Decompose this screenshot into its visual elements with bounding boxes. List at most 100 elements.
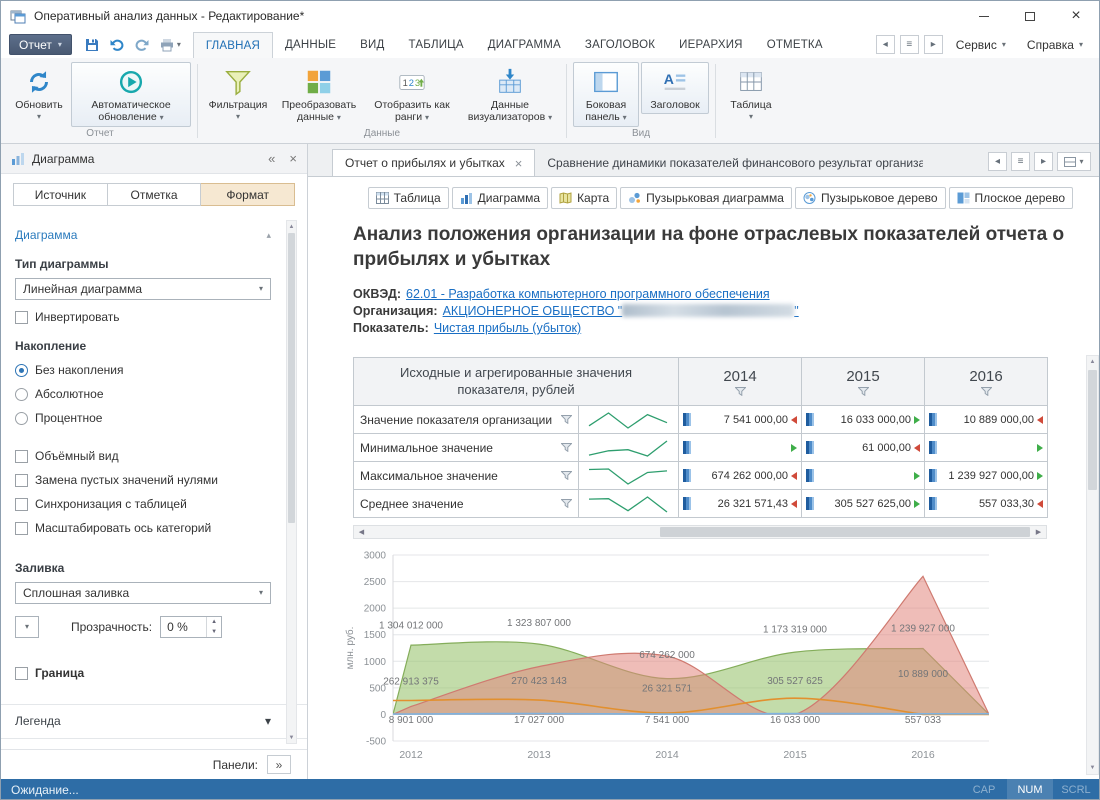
visualizer-chart-button[interactable]: Диаграмма — [451, 187, 549, 209]
scroll-doc-tabs-left-button[interactable]: ◂ — [988, 152, 1007, 171]
content-vertical-scrollbar[interactable]: ▲ ▼ — [1086, 355, 1099, 775]
close-button[interactable]: × — [1053, 1, 1099, 31]
ribbon-tab-dannye[interactable]: ДАННЫЕ — [285, 38, 337, 51]
report-menu-button[interactable]: Отчет ▾ — [9, 34, 72, 55]
section-chart[interactable]: Диаграмма ▴ — [15, 228, 271, 242]
save-icon[interactable] — [84, 37, 100, 53]
minimize-button[interactable] — [961, 1, 1007, 31]
replace-empty-checkbox[interactable]: Замена пустых значений нулями — [15, 473, 271, 487]
refresh-button[interactable]: Обновить ▾ — [9, 62, 69, 124]
filter-icon[interactable] — [857, 386, 869, 396]
row-header-cell[interactable]: Минимальное значение — [353, 433, 579, 462]
table-button[interactable]: Таблица ▾ — [722, 62, 780, 124]
visualizer-data-button[interactable]: Данные визуализаторов ▾ — [460, 62, 560, 127]
auto-refresh-button[interactable]: Автоматическое обновление ▾ — [71, 62, 191, 127]
invert-checkbox[interactable]: Инвертировать — [15, 310, 271, 324]
filter-icon[interactable] — [980, 386, 992, 396]
value-cell[interactable]: 10 889 000,00 — [924, 405, 1048, 434]
visualizer-map-button[interactable]: Карта — [551, 187, 618, 209]
service-menu[interactable]: Сервис ▾ — [948, 38, 1014, 52]
filter-icon[interactable] — [561, 443, 572, 452]
sidebar-tab-source[interactable]: Источник — [13, 183, 108, 206]
sidebar-tab-mark[interactable]: Отметка — [107, 183, 202, 206]
ribbon-tab-otmetka[interactable]: ОТМЕТКА — [766, 38, 823, 51]
visualizer-bubble-chart-button[interactable]: Пузырьковая диаграмма — [620, 187, 792, 209]
radio-no-stacking[interactable]: Без накопления — [15, 363, 271, 377]
filter-button[interactable]: Фильтрация ▾ — [204, 62, 272, 124]
redo-icon[interactable] — [134, 37, 150, 53]
split-view-button[interactable]: ▾ — [1057, 152, 1091, 171]
value-cell[interactable]: 305 527 625,00 — [801, 489, 925, 518]
sidebar-tab-format[interactable]: Формат — [201, 183, 296, 206]
value-cell[interactable]: 2 598 611 000,00 — [924, 433, 1048, 462]
scroll-tabs-left-button[interactable]: ◂ — [875, 35, 895, 54]
section-plot-area[interactable]: Область построения ▾ — [1, 738, 307, 749]
table-header-2015[interactable]: 2015 — [801, 357, 925, 406]
section-legend[interactable]: Легенда ▾ — [1, 704, 307, 728]
filter-icon[interactable] — [561, 415, 572, 424]
value-cell[interactable]: 1 239 927 000,00 — [924, 461, 1048, 490]
scroll-left-icon[interactable]: ◀ — [358, 529, 365, 536]
value-cell[interactable]: 1 173 319 000,00 — [801, 461, 925, 490]
value-cell[interactable]: 1 097 348 000,00 — [678, 433, 802, 462]
header-button[interactable]: A Заголовок — [641, 62, 709, 115]
visualizer-table-button[interactable]: Таблица — [367, 187, 449, 209]
row-header-cell[interactable]: Среднее значение — [353, 489, 579, 518]
scroll-up-icon[interactable]: ▲ — [1089, 359, 1096, 365]
document-tab-inactive[interactable]: Сравнение динамики показателей финансово… — [535, 149, 923, 176]
row-header-cell[interactable]: Максимальное значение — [353, 461, 579, 490]
print-icon[interactable]: ▾ — [159, 37, 181, 53]
expand-panels-button[interactable]: » — [267, 755, 291, 774]
row-header-cell[interactable]: Значение показателя организации — [353, 405, 579, 434]
scroll-down-icon[interactable]: ▼ — [1089, 765, 1096, 771]
fill-color-dropdown[interactable]: ▾ — [15, 616, 39, 638]
scroll-right-icon[interactable]: ▶ — [1035, 529, 1042, 536]
ribbon-tab-ierarkhiya[interactable]: ИЕРАРХИЯ — [679, 38, 743, 51]
value-cell[interactable]: 557 033,30 — [924, 489, 1048, 518]
chart-type-select[interactable]: Линейная диаграмма ▾ — [15, 278, 271, 300]
ribbon-tab-diagramma[interactable]: ДИАГРАММА — [487, 38, 561, 51]
visualizer-bubble-tree-button[interactable]: Пузырьковое дерево — [794, 187, 946, 209]
close-tab-icon[interactable]: × — [514, 155, 523, 171]
side-panel-button[interactable]: Боковая панель ▾ — [573, 62, 639, 127]
radio-percent[interactable]: Процентное — [15, 411, 271, 425]
ribbon-tab-tablitsa[interactable]: ТАБЛИЦА — [408, 38, 464, 51]
filter-icon[interactable] — [561, 499, 572, 508]
scroll-down-icon[interactable]: ▼ — [288, 734, 295, 741]
tab-list-button[interactable]: ≡ — [899, 35, 919, 54]
scrollbar-thumb[interactable] — [660, 527, 1030, 537]
spin-up-icon[interactable]: ▲ — [211, 619, 218, 625]
filter-icon[interactable] — [561, 471, 572, 480]
table-header-2016[interactable]: 2016 — [924, 357, 1048, 406]
visualizer-flat-tree-button[interactable]: Плоское дерево — [948, 187, 1073, 209]
value-cell[interactable]: 16 033 000,00 — [801, 405, 925, 434]
ribbon-tab-glavnaya[interactable]: ГЛАВНАЯ — [192, 32, 274, 59]
scrollbar-thumb[interactable] — [288, 233, 295, 523]
organization-link[interactable]: АКЦИОНЕРНОЕ ОБЩЕСТВО " " — [443, 304, 799, 318]
value-cell[interactable]: 61 000,00 — [801, 433, 925, 462]
volume-view-checkbox[interactable]: Объёмный вид — [15, 449, 271, 463]
scrollbar-thumb[interactable] — [1088, 370, 1097, 490]
sidebar-scrollbar[interactable]: ▲ ▼ — [286, 220, 297, 744]
fill-select[interactable]: Сплошная заливка ▾ — [15, 582, 271, 604]
doc-tab-list-button[interactable]: ≡ — [1011, 152, 1030, 171]
radio-absolute[interactable]: Абсолютное — [15, 387, 271, 401]
maximize-button[interactable] — [1007, 1, 1053, 31]
table-horizontal-scrollbar[interactable]: ◀ ▶ — [353, 525, 1047, 539]
okved-link[interactable]: 62.01 - Разработка компьютерного програм… — [406, 287, 770, 301]
close-panel-icon[interactable]: × — [289, 151, 297, 166]
table-header-2014[interactable]: 2014 — [678, 357, 802, 406]
border-checkbox[interactable]: Граница — [15, 666, 271, 680]
scale-category-axis-checkbox[interactable]: Масштабировать ось категорий — [15, 521, 271, 535]
table-header-first[interactable]: Исходные и агрегированные значения показ… — [353, 357, 679, 406]
ribbon-tab-vid[interactable]: ВИД — [360, 38, 385, 51]
transparency-spinner[interactable]: 0 % ▲ ▼ — [160, 616, 223, 638]
scroll-doc-tabs-right-button[interactable]: ▸ — [1034, 152, 1053, 171]
collapse-panel-icon[interactable]: « — [268, 151, 276, 166]
help-menu[interactable]: Справка ▾ — [1019, 38, 1091, 52]
spinner-arrows[interactable]: ▲ ▼ — [206, 617, 221, 637]
transform-data-button[interactable]: Преобразовать данные ▾ — [274, 62, 364, 127]
spin-down-icon[interactable]: ▼ — [211, 629, 218, 635]
document-tab-active[interactable]: Отчет о прибылях и убытках × — [332, 149, 536, 176]
